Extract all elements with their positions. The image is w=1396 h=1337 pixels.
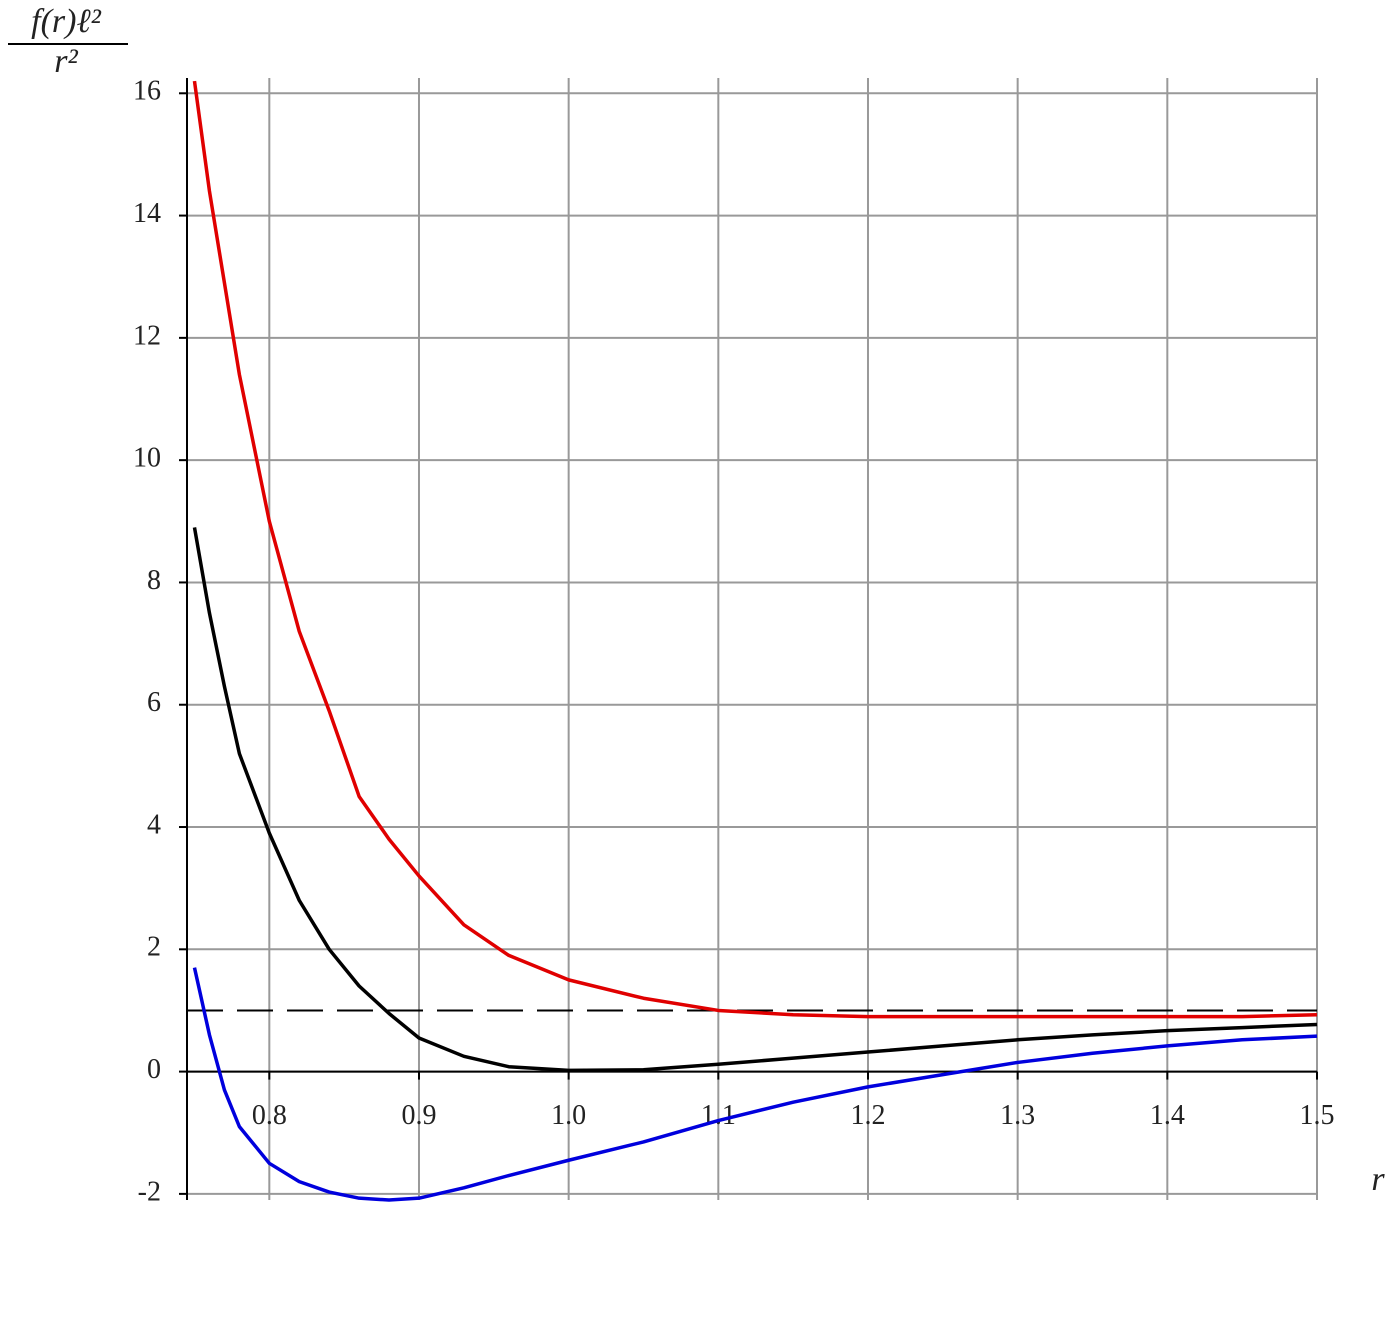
y-label-numerator: f(r)ℓ² bbox=[31, 3, 101, 40]
x-tick-label: 0.8 bbox=[252, 1100, 287, 1131]
y-tick-label: 8 bbox=[147, 565, 161, 596]
y-tick-label: 12 bbox=[133, 320, 161, 351]
x-tick-label: 1.5 bbox=[1300, 1100, 1335, 1131]
x-tick-label: 1.1 bbox=[701, 1100, 736, 1131]
y-tick-label: 14 bbox=[133, 198, 161, 229]
y-tick-label: 6 bbox=[147, 687, 161, 718]
x-tick-label: 0.9 bbox=[401, 1100, 436, 1131]
y-tick-label: 0 bbox=[147, 1054, 161, 1085]
line-series bbox=[192, 967, 1318, 1202]
y-tick-label: 10 bbox=[133, 443, 161, 474]
y-tick-label: 16 bbox=[133, 76, 161, 107]
x-tick-label: 1.4 bbox=[1150, 1100, 1185, 1131]
y-tick-label: 4 bbox=[147, 809, 161, 840]
y-label-denominator: r² bbox=[54, 43, 78, 80]
x-label: r bbox=[1371, 1161, 1385, 1198]
x-tick-label: 1.3 bbox=[1000, 1100, 1035, 1131]
line-series bbox=[192, 527, 1318, 1073]
y-tick-label: -2 bbox=[138, 1176, 161, 1207]
x-tick-label: 1.0 bbox=[551, 1100, 586, 1131]
x-tick-label: 1.2 bbox=[850, 1100, 885, 1131]
y-tick-label: 2 bbox=[147, 932, 161, 963]
line-series bbox=[192, 80, 1318, 1019]
